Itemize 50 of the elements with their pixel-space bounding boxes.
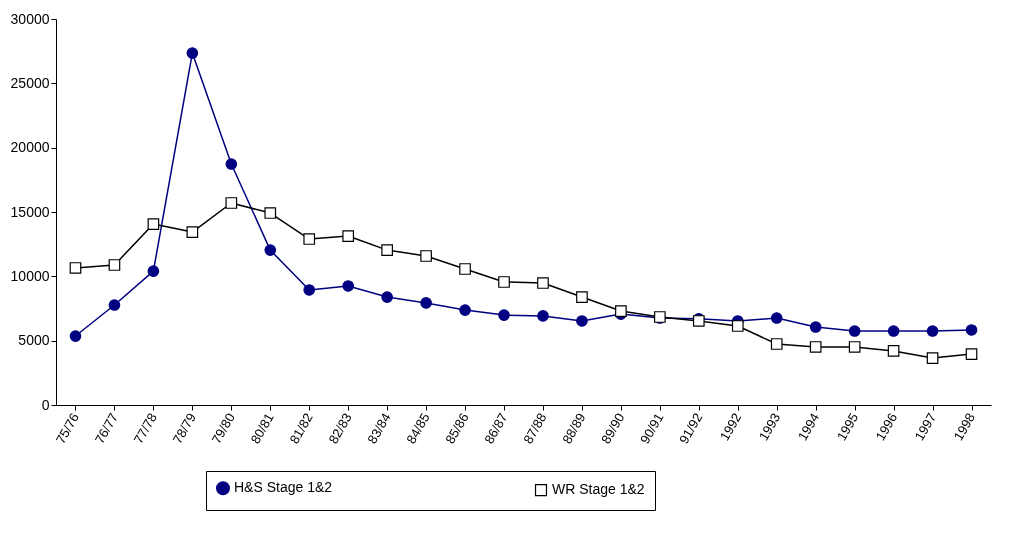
point [108, 259, 121, 271]
point [848, 341, 861, 353]
y-tick-label: 0 [41, 396, 50, 413]
point [887, 345, 900, 357]
point [303, 284, 316, 296]
point [770, 312, 783, 324]
point [420, 250, 432, 262]
point [303, 233, 316, 245]
point [537, 277, 549, 289]
point [186, 47, 199, 59]
legend-label: H&S Stage 1&2 [234, 479, 333, 496]
y-tick-label: 30000 [10, 10, 50, 27]
point [809, 321, 822, 333]
y-tick-label: 25000 [10, 74, 50, 91]
point [147, 265, 160, 278]
point [186, 226, 199, 238]
point [887, 325, 900, 337]
point [381, 291, 393, 303]
point [498, 276, 510, 288]
point [225, 158, 238, 170]
point [498, 309, 510, 321]
point [69, 262, 82, 274]
point [965, 348, 978, 360]
point [926, 352, 939, 364]
point [342, 280, 355, 292]
point [848, 325, 861, 337]
point [926, 325, 939, 337]
point [459, 263, 471, 275]
point [108, 299, 121, 311]
y-tick-label: 5000 [18, 332, 50, 349]
point [225, 197, 238, 209]
point [576, 315, 588, 327]
point [342, 230, 355, 242]
point [965, 324, 978, 336]
point [420, 297, 432, 309]
point [147, 218, 160, 230]
point [381, 244, 393, 256]
point [537, 310, 549, 322]
y-tick-label: 15000 [10, 203, 50, 220]
point [576, 291, 588, 303]
y-tick-label: 20000 [10, 139, 50, 156]
legend-label: WR Stage 1&2 [552, 481, 645, 498]
point [459, 304, 471, 316]
point [770, 338, 783, 350]
point [264, 244, 277, 256]
point [69, 330, 82, 342]
point [731, 320, 744, 332]
point [264, 207, 277, 219]
point [809, 341, 822, 353]
y-tick-label: 10000 [10, 267, 50, 284]
